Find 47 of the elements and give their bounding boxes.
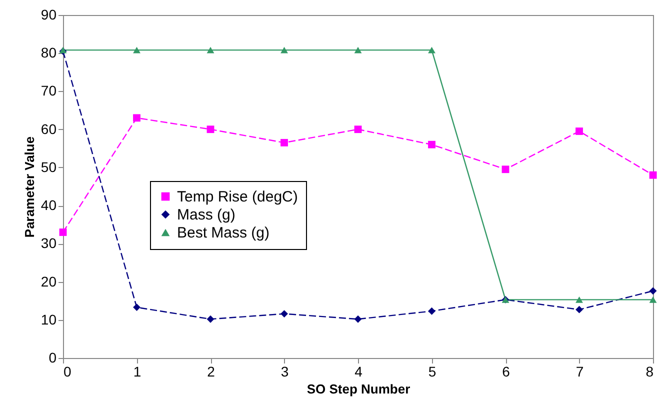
y-axis-title: Parameter Value [22,136,37,238]
x-tick-label: 8 [646,364,654,380]
x-tick-label: 0 [64,364,72,380]
x-tick-label: 7 [576,364,584,380]
point [576,296,583,303]
x-tick-label: 1 [133,364,142,380]
y-tick-label: 80 [40,44,57,61]
point [133,114,140,122]
point [354,126,362,134]
y-tick-label: 50 [40,158,57,175]
x-tick-label: 6 [502,364,510,380]
point [206,315,214,323]
point [133,304,140,312]
point [649,287,657,295]
x-tick-label: 2 [207,364,216,380]
y-tick-label: 40 [40,197,57,214]
point [206,46,214,54]
point [576,306,583,314]
y-tick-label: 0 [48,350,57,366]
point [649,296,657,303]
point [428,46,436,54]
y-tick-label: 60 [40,120,57,137]
y-tick-label: 70 [40,82,57,99]
legend-label: Mass (g) [177,206,236,224]
point [280,46,288,54]
point [354,46,362,54]
point [428,140,436,148]
x-tick-label: 5 [428,364,436,380]
point [133,46,140,54]
legend-label: Temp Rise (degC) [177,188,298,206]
point [502,166,510,174]
y-tick-label: 90 [40,6,57,22]
y-tick-label: 30 [40,235,57,252]
point [280,138,288,146]
point [354,315,362,323]
x-axis-title: SO Step Number [306,382,410,396]
point [206,126,214,134]
x-tick-label: 3 [280,364,289,380]
point [59,228,67,236]
point [649,171,657,179]
point [428,307,436,315]
legend-label: Best Mass (g) [177,224,270,242]
x-tick-label: 4 [354,364,363,380]
y-tick-label: 10 [40,311,57,328]
y-tick-label: 20 [40,273,57,290]
point [576,128,583,135]
point [280,310,288,318]
